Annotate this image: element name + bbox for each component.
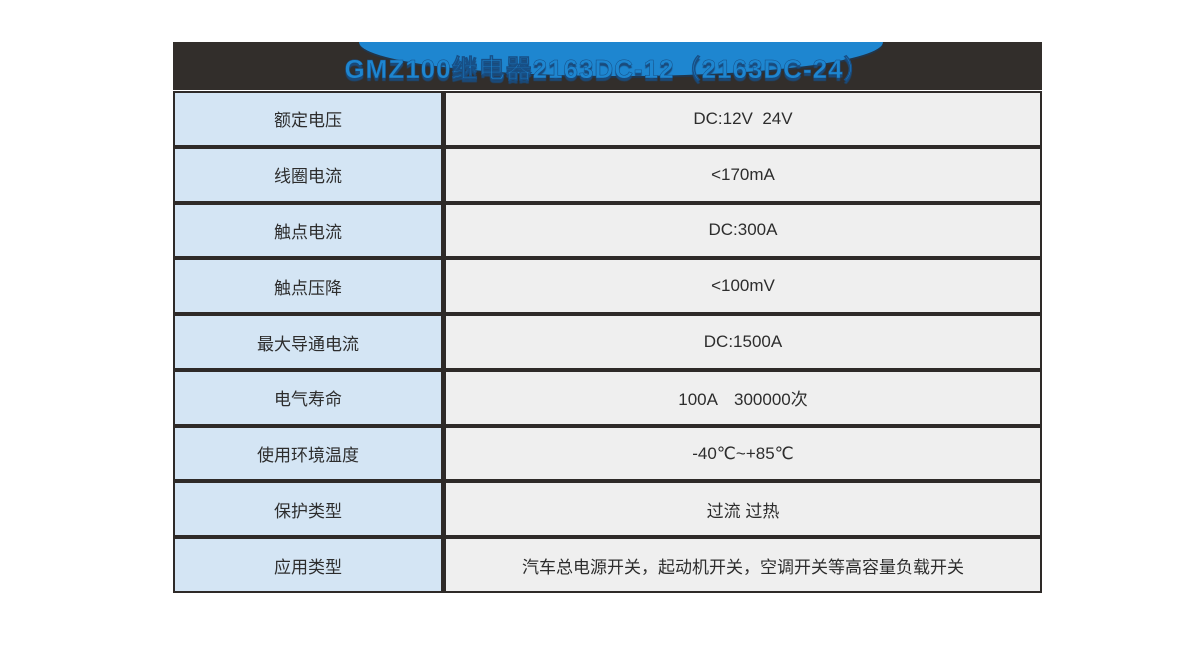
table-row: 保护类型 过流 过热 xyxy=(175,483,1040,540)
spec-label-cell: 额定电压 xyxy=(175,93,446,145)
spec-label-cell: 保护类型 xyxy=(175,483,446,536)
table-row: 触点压降 <100mV xyxy=(175,260,1040,317)
spec-value-cell: 汽车总电源开关，起动机开关，空调开关等高容量负载开关 xyxy=(446,539,1040,592)
spec-value-cell: DC:300A xyxy=(446,204,1040,257)
table-row: 应用类型 汽车总电源开关，起动机开关，空调开关等高容量负载开关 xyxy=(175,539,1040,592)
table-row: 触点电流 DC:300A xyxy=(175,204,1040,261)
spec-value-cell: -40℃~+85℃ xyxy=(446,427,1040,480)
spec-value-cell: DC:1500A xyxy=(446,316,1040,368)
table-row: 线圈电流 <170mA xyxy=(175,148,1040,205)
product-title: GMZ100继电器2163DC-12（2163DC-24） xyxy=(344,54,871,85)
spec-value-cell: <170mA xyxy=(446,148,1040,201)
header-bar: GMZ100继电器2163DC-12（2163DC-24） xyxy=(173,42,1042,90)
spec-value-cell: 过流 过热 xyxy=(446,483,1040,536)
spec-label-cell: 最大导通电流 xyxy=(175,316,446,368)
spec-label-cell: 触点电流 xyxy=(175,204,446,257)
spec-value-cell: 100A 300000次 xyxy=(446,371,1040,424)
spec-label-cell: 应用类型 xyxy=(175,539,446,592)
spec-table: 额定电压 DC:12V 24V 线圈电流 <170mA 触点电流 DC:300A… xyxy=(173,91,1042,593)
spec-value-cell: <100mV xyxy=(446,260,1040,313)
table-row: 最大导通电流 DC:1500A xyxy=(175,316,1040,372)
spec-value-cell: DC:12V 24V xyxy=(446,93,1040,145)
spec-label-cell: 电气寿命 xyxy=(175,371,446,424)
table-row: 额定电压 DC:12V 24V xyxy=(175,93,1040,149)
table-row: 使用环境温度 -40℃~+85℃ xyxy=(175,427,1040,484)
spec-label-cell: 使用环境温度 xyxy=(175,427,446,480)
table-row: 电气寿命 100A 300000次 xyxy=(175,371,1040,428)
spec-label-cell: 线圈电流 xyxy=(175,148,446,201)
spec-label-cell: 触点压降 xyxy=(175,260,446,313)
